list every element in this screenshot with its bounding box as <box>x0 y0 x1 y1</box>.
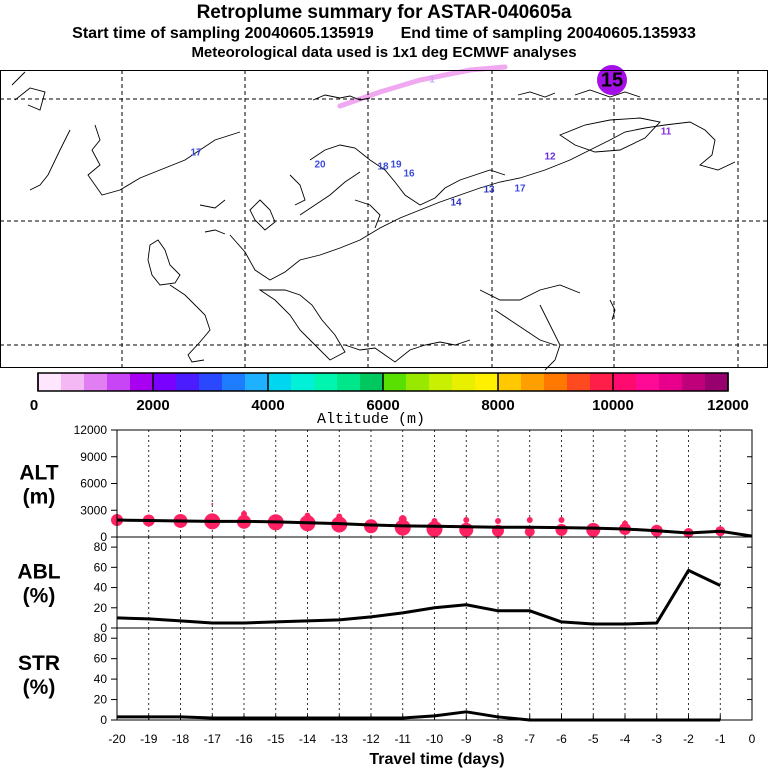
colorbar-tick-label: 4000 <box>251 397 284 414</box>
start-value: 20040605.135919 <box>244 25 374 42</box>
map-plume-streak <box>337 64 508 109</box>
colorbar-cell <box>360 373 384 391</box>
sampling-times: Start time of sampling 20040605.135919 E… <box>0 26 768 42</box>
colorbar-cell <box>613 373 637 391</box>
map-coastlines <box>11 71 736 371</box>
colorbar-cell <box>383 373 407 391</box>
end-value: 20040605.135933 <box>566 25 696 42</box>
map-label: 1 <box>429 75 435 86</box>
colorbar-cell <box>659 373 683 391</box>
colorbar-cell <box>245 373 269 391</box>
colorbar: 0 2000 4000 6000 8000 10000 12000 Altitude (m) <box>30 372 749 428</box>
colorbar-cell <box>705 373 729 391</box>
colorbar-tick-label: 8000 <box>481 397 514 414</box>
map-label: 17 <box>190 148 202 159</box>
colorbar-cell <box>199 373 223 391</box>
map-label: 12 <box>544 152 556 163</box>
map-label: 15 <box>601 69 623 91</box>
colorbar-cell <box>475 373 499 391</box>
title-block: Retroplume summary for ASTAR-040605a Sta… <box>0 0 768 60</box>
map-label: 11 <box>661 127 672 138</box>
colorbar-cell <box>130 373 154 391</box>
colorbar-cell <box>429 373 453 391</box>
met-data-note: Meteorological data used is 1x1 deg ECMW… <box>191 44 577 61</box>
colorbar-cell <box>452 373 476 391</box>
map-label: 18 <box>377 162 389 173</box>
colorbar-cell <box>291 373 315 391</box>
colorbar-cell <box>61 373 85 391</box>
colorbar-tick-label: 10000 <box>592 397 634 414</box>
colorbar-tick-label: 12000 <box>707 397 749 414</box>
colorbar-cell <box>544 373 568 391</box>
map-label: 20 <box>314 160 326 171</box>
colorbar-cell <box>153 373 177 391</box>
colorbar-ticks: 0 2000 4000 6000 8000 10000 12000 <box>30 373 749 414</box>
colorbar-cell <box>406 373 430 391</box>
colorbar-cells <box>38 373 729 391</box>
colorbar-cell <box>84 373 108 391</box>
map-label: 16 <box>403 169 415 180</box>
map-label: 19 <box>390 160 402 171</box>
colorbar-tick-label: 0 <box>30 397 38 414</box>
map-label: 14 <box>450 198 462 209</box>
colorbar-cell <box>314 373 338 391</box>
colorbar-cell <box>498 373 522 391</box>
colorbar-cell <box>222 373 246 391</box>
map-label: 17 <box>514 184 526 195</box>
colorbar-cell <box>176 373 200 391</box>
map-label: 13 <box>483 185 495 196</box>
colorbar-tick-label: 6000 <box>366 397 399 414</box>
colorbar-tick-label: 2000 <box>136 397 169 414</box>
colorbar-cell <box>567 373 591 391</box>
start-label: Start time of sampling <box>72 25 241 42</box>
colorbar-axis-label: Altitude (m) <box>317 411 425 428</box>
map-plume-blob <box>597 65 627 95</box>
colorbar-cell <box>268 373 292 391</box>
map-gridlines <box>0 70 768 368</box>
colorbar-cell <box>38 373 62 391</box>
colorbar-cell <box>636 373 660 391</box>
map-frame <box>0 70 768 368</box>
end-label: End time of sampling <box>400 25 563 42</box>
colorbar-cell <box>107 373 131 391</box>
colorbar-cell <box>590 373 614 391</box>
chart-title: Retroplume summary for ASTAR-040605a <box>196 2 572 23</box>
colorbar-cell <box>521 373 545 391</box>
colorbar-cell <box>337 373 361 391</box>
colorbar-cell <box>682 373 706 391</box>
